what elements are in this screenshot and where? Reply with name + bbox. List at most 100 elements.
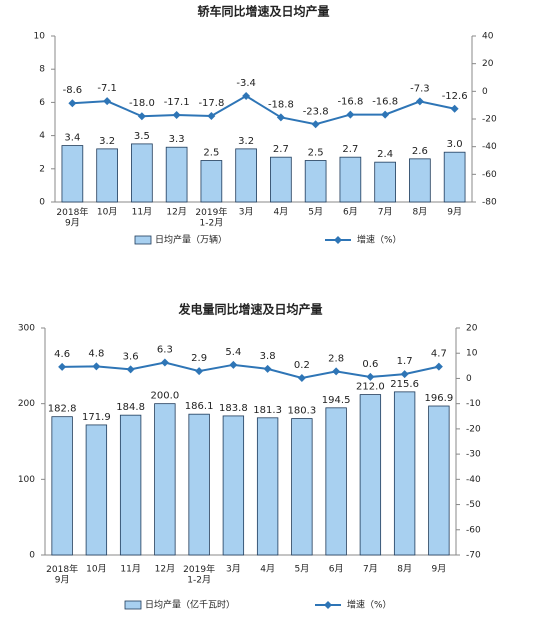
bar-label: 3.2	[238, 136, 254, 147]
line-label: -16.8	[372, 97, 398, 108]
y-tick-label: 300	[18, 324, 35, 334]
bar-label: 2.7	[342, 144, 358, 155]
bar	[235, 148, 257, 203]
x-tick-label: 11月	[120, 564, 140, 575]
line-label: -16.8	[337, 97, 363, 108]
legend-label: 日均产量（万辆）	[155, 234, 227, 246]
bar	[291, 418, 313, 556]
line-label: -7.1	[97, 83, 117, 94]
y2-tick-label: -50	[466, 500, 481, 510]
line-label: 0.2	[294, 360, 310, 371]
label-line: 9月	[55, 574, 70, 585]
line-label: 4.6	[54, 349, 70, 360]
bar	[131, 143, 153, 203]
x-tick-label: 4月	[260, 564, 275, 575]
line-marker	[172, 110, 181, 119]
bar	[61, 145, 84, 203]
bar	[119, 414, 142, 556]
line-label: -7.3	[410, 83, 430, 94]
bar	[443, 151, 466, 203]
line-label: 1.7	[397, 356, 413, 367]
x-tick-label: 4月	[274, 207, 289, 218]
bar-label: 2.5	[203, 148, 219, 159]
line-label: -18.0	[129, 98, 155, 109]
bar-label: 3.0	[447, 139, 463, 150]
bar-label: 196.9	[425, 393, 454, 404]
bar	[96, 148, 118, 203]
y2-tick-label: 10	[466, 349, 478, 359]
x-tick-label: 8月	[397, 564, 412, 575]
bar	[165, 146, 188, 203]
bar-label: 2.7	[273, 144, 289, 155]
bar-label: 3.5	[134, 131, 150, 142]
x-tick-label: 6月	[329, 564, 344, 575]
line-label: -8.6	[63, 85, 83, 96]
bar	[393, 391, 416, 556]
bar-label: 184.8	[116, 402, 145, 413]
y2-tick-label: -20	[482, 115, 497, 125]
bar	[256, 417, 279, 556]
y-tick-label: 6	[39, 98, 45, 108]
x-tick-label: 10月	[97, 207, 117, 218]
label-line: 2018年	[56, 206, 88, 218]
line-label: 3.8	[260, 351, 276, 362]
line-label: 4.8	[88, 348, 104, 359]
x-tick-label: 6月	[343, 207, 358, 218]
bar-label: 182.8	[48, 404, 77, 415]
y2-tick-label: 0	[482, 87, 488, 97]
line-marker	[263, 364, 272, 373]
bar-label: 2.6	[412, 146, 428, 157]
y-tick-label: 200	[18, 399, 35, 409]
line-marker	[242, 92, 251, 101]
line-marker	[332, 367, 341, 376]
y-tick-label: 8	[39, 65, 45, 75]
bar-label: 186.1	[185, 401, 214, 412]
x-tick-label: 5月	[295, 564, 310, 575]
legend-label: 日均产量（亿千瓦时）	[145, 599, 235, 611]
line-marker	[229, 360, 238, 369]
bar	[304, 160, 327, 203]
bar-label: 200.0	[151, 391, 180, 402]
bar	[222, 415, 245, 556]
legend-marker	[324, 601, 332, 609]
y2-tick-label: -20	[466, 424, 481, 434]
line-marker	[311, 120, 320, 129]
y2-tick-label: 0	[466, 374, 472, 384]
line-marker	[297, 373, 306, 382]
legend-swatch	[124, 600, 142, 610]
line-marker	[126, 365, 135, 374]
line-label: -3.4	[236, 78, 256, 89]
label-line: 9月	[65, 217, 80, 228]
y2-tick-label: -40	[482, 142, 497, 152]
x-tick-label: 12月	[166, 207, 186, 218]
chart-title: 轿车同比增速及日均产量	[197, 4, 329, 19]
x-tick-label: 3月	[226, 564, 241, 575]
y-tick-label: 2	[39, 164, 45, 174]
line-marker	[276, 113, 285, 122]
bar	[428, 405, 450, 556]
y-tick-label: 10	[34, 32, 46, 42]
y2-tick-label: 40	[482, 32, 494, 42]
bar-label: 3.2	[99, 136, 115, 147]
line-label: -23.8	[303, 106, 329, 117]
line	[72, 94, 455, 126]
x-tick-label: 2019年 1-2月	[195, 206, 227, 228]
y2-tick-label: -60	[482, 170, 497, 180]
y2-tick-label: -80	[482, 198, 497, 208]
line-label: 4.7	[431, 349, 447, 360]
bar	[374, 161, 396, 203]
bar-label: 3.4	[64, 133, 80, 144]
line-marker	[346, 110, 355, 119]
line-marker	[415, 97, 424, 106]
x-tick-label: 8月	[413, 207, 428, 218]
bar	[85, 424, 108, 556]
x-tick-label: 10月	[86, 564, 106, 575]
bar-label: 215.6	[390, 379, 419, 390]
x-tick-label: 3月	[239, 207, 254, 218]
bar	[359, 394, 382, 556]
y2-tick-label: -40	[466, 475, 481, 485]
y2-tick-label: -10	[466, 399, 481, 409]
line	[62, 361, 440, 379]
line-marker	[207, 111, 216, 120]
